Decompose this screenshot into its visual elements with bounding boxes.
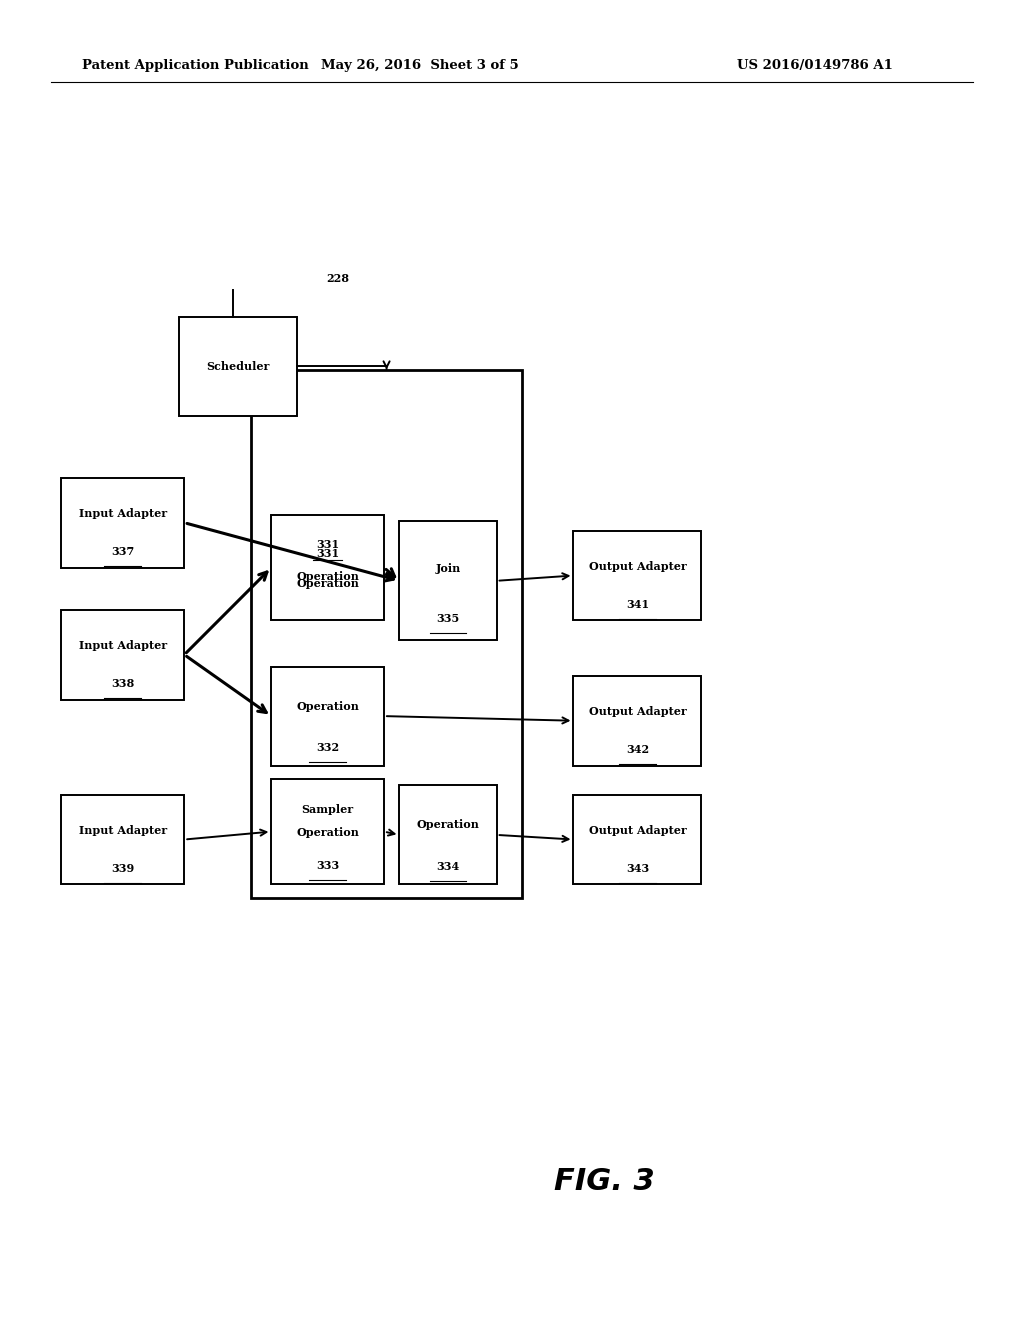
Text: Operation: Operation	[296, 828, 359, 838]
Text: FIG. 3: FIG. 3	[554, 1167, 654, 1196]
Text: 334: 334	[436, 861, 460, 873]
Bar	[573, 795, 701, 884]
Bar	[271, 667, 384, 766]
Text: 228: 228	[326, 273, 349, 284]
Text: Input Adapter: Input Adapter	[79, 825, 167, 836]
Bar	[271, 515, 384, 620]
Text: 339: 339	[112, 863, 134, 874]
Text: 331: 331	[316, 539, 339, 550]
Bar	[399, 785, 497, 884]
Text: 337: 337	[112, 546, 134, 557]
Text: 338: 338	[112, 678, 134, 689]
Text: Output Adapter: Output Adapter	[589, 706, 686, 717]
Text: 332: 332	[316, 742, 339, 754]
Text: Patent Application Publication: Patent Application Publication	[82, 59, 308, 73]
Bar	[179, 317, 297, 416]
Bar	[573, 531, 701, 620]
Text: Output Adapter: Output Adapter	[589, 825, 686, 836]
Bar	[61, 795, 184, 884]
Bar	[271, 779, 384, 884]
Text: US 2016/0149786 A1: US 2016/0149786 A1	[737, 59, 893, 73]
Text: 333: 333	[316, 859, 339, 871]
Bar	[251, 370, 522, 898]
Text: Input Adapter: Input Adapter	[79, 640, 167, 651]
Text: Operation: Operation	[296, 701, 359, 711]
Bar	[61, 610, 184, 700]
Text: 342: 342	[626, 744, 649, 755]
Text: Operation: Operation	[417, 820, 479, 830]
Bar	[61, 478, 184, 568]
Bar	[573, 676, 701, 766]
Text: Sampler: Sampler	[302, 804, 353, 816]
Text: Operation: Operation	[296, 578, 359, 589]
Text: Output Adapter: Output Adapter	[589, 561, 686, 572]
Text: Operation: Operation	[296, 570, 359, 582]
Text: Input Adapter: Input Adapter	[79, 508, 167, 519]
Text: Scheduler: Scheduler	[207, 360, 269, 372]
Bar	[399, 521, 497, 640]
Text: 335: 335	[436, 614, 460, 624]
Text: 341: 341	[626, 599, 649, 610]
Text: 331: 331	[316, 548, 339, 558]
Text: Join: Join	[435, 564, 461, 574]
Text: 343: 343	[626, 863, 649, 874]
Text: May 26, 2016  Sheet 3 of 5: May 26, 2016 Sheet 3 of 5	[321, 59, 519, 73]
